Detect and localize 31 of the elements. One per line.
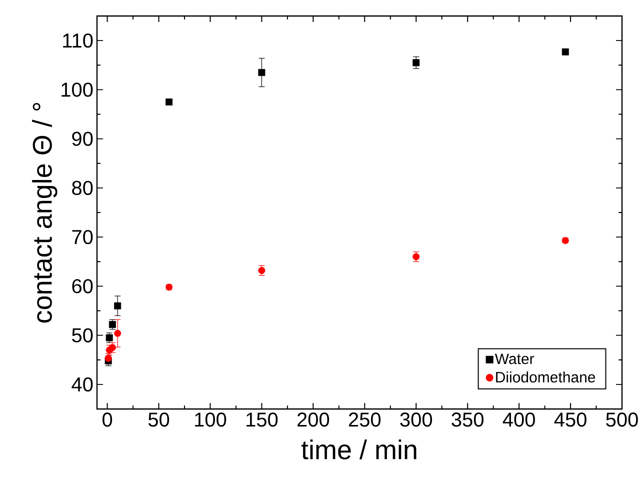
x-tick-label: 250 (348, 412, 381, 427)
y-tick-label: 90 (72, 132, 93, 146)
x-axis-title: time / min (301, 440, 416, 460)
x-tick-label: 150 (246, 412, 278, 427)
y-tick-label: 100 (62, 82, 93, 97)
point (258, 266, 266, 274)
point (114, 330, 122, 337)
x-tick-label: 100 (195, 412, 226, 427)
legend-label: Diiodomethane (496, 371, 596, 383)
x-tick-label: 50 (148, 412, 170, 427)
x-tick-label: 300 (400, 412, 432, 427)
y-tick-label: 60 (72, 279, 93, 294)
y-tick-label: 70 (72, 230, 93, 244)
x-tick-label: 200 (297, 412, 330, 427)
x-tick-label: 0 (102, 412, 112, 427)
x-tick-label: 450 (554, 412, 586, 427)
y-tick-label: 40 (72, 377, 93, 392)
y-axis-title: contact angle Θ / ° (32, 102, 58, 323)
x-tick-label: 400 (502, 412, 535, 427)
y-tick-label: 110 (63, 33, 93, 48)
y-tick-label: 80 (72, 180, 93, 196)
point (108, 321, 116, 328)
legend-label: Water (494, 354, 534, 364)
y-tick-label: 50 (72, 328, 93, 342)
x-tick-label: 350 (452, 412, 484, 427)
point (166, 98, 173, 106)
point (114, 302, 122, 310)
point (412, 59, 420, 66)
point (562, 48, 569, 56)
x-tick-label: 500 (606, 412, 638, 427)
point (258, 69, 266, 76)
